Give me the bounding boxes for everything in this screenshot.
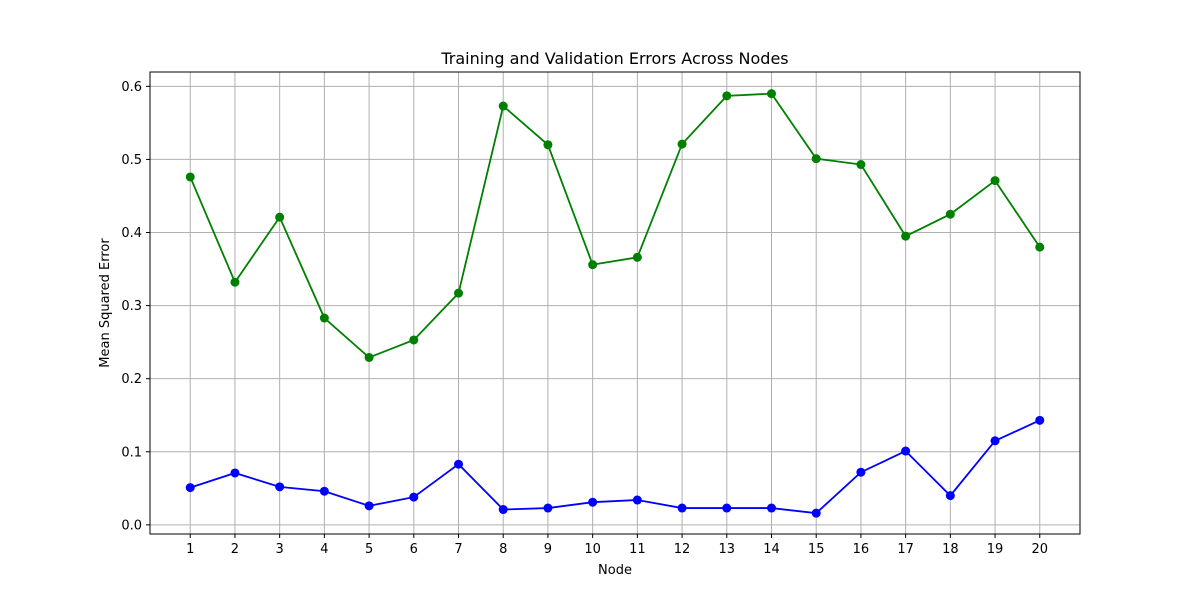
data-point (364, 501, 374, 511)
data-point (1035, 242, 1045, 252)
data-point (901, 231, 911, 241)
data-point (677, 139, 687, 149)
data-point (945, 209, 955, 219)
data-point (543, 503, 553, 513)
data-point (990, 176, 1000, 186)
x-tick-label: 17 (897, 542, 914, 557)
series-line (189, 92, 1041, 359)
series-0 (185, 89, 1045, 362)
x-tick-label: 16 (853, 542, 870, 557)
data-point (766, 503, 776, 513)
x-tick-label: 18 (942, 542, 959, 557)
x-tick-label: 7 (454, 542, 462, 557)
data-point (543, 140, 553, 150)
data-point (230, 277, 240, 287)
data-point (498, 101, 508, 111)
grid-lines (150, 72, 1080, 534)
data-point (454, 288, 464, 298)
data-point (722, 503, 732, 513)
x-tick-label: 3 (276, 542, 284, 557)
x-tick-label: 11 (629, 542, 646, 557)
x-tick-label: 20 (1031, 542, 1048, 557)
y-tick-label: 0.2 (121, 372, 142, 387)
y-axis-ticks: 0.0 0.1 0.2 0.3 0.4 0.5 0.6 (121, 80, 150, 533)
x-tick-label: 10 (584, 542, 601, 557)
x-tick-label: 14 (763, 542, 780, 557)
data-point (185, 172, 195, 182)
data-point (1035, 415, 1045, 425)
y-tick-label: 0.0 (121, 518, 142, 533)
data-point (632, 252, 642, 262)
x-tick-label: 19 (987, 542, 1004, 557)
y-tick-label: 0.4 (121, 226, 142, 241)
data-point (856, 467, 866, 477)
data-point (454, 459, 464, 469)
x-tick-label: 5 (365, 542, 373, 557)
series-1 (185, 415, 1045, 518)
data-point (319, 313, 329, 323)
data-point (811, 154, 821, 164)
x-axis-label: Node (598, 563, 632, 578)
x-tick-label: 2 (231, 542, 239, 557)
y-tick-label: 0.5 (121, 153, 142, 168)
data-point (722, 91, 732, 101)
data-point (990, 436, 1000, 446)
data-point (632, 495, 642, 505)
chart-title: Training and Validation Errors Across No… (440, 49, 788, 68)
data-point (945, 491, 955, 501)
data-point (275, 482, 285, 492)
y-tick-label: 0.6 (121, 80, 142, 95)
data-point (409, 335, 419, 345)
data-point (766, 89, 776, 99)
data-point (275, 212, 285, 222)
data-point (364, 352, 374, 362)
data-point (677, 503, 687, 513)
y-tick-label: 0.1 (121, 445, 142, 460)
data-point (588, 497, 598, 507)
data-point (856, 160, 866, 170)
x-tick-label: 4 (320, 542, 328, 557)
x-tick-label: 15 (808, 542, 825, 557)
data-point (498, 505, 508, 515)
data-point (409, 492, 419, 502)
data-point (901, 446, 911, 456)
series-line (189, 419, 1041, 515)
series-layer (185, 89, 1045, 518)
y-axis-label: Mean Squared Error (98, 238, 113, 368)
data-point (319, 486, 329, 496)
x-axis-ticks: 1 2 3 4 5 6 7 8 9 10 11 12 13 14 15 16 17 18 19 20 (186, 534, 1048, 557)
data-point (811, 508, 821, 518)
x-tick-label: 1 (186, 542, 194, 557)
data-point (185, 483, 195, 493)
plot-frame (149, 71, 1081, 535)
y-tick-label: 0.3 (121, 299, 142, 314)
data-point (588, 260, 598, 270)
x-tick-label: 12 (674, 542, 691, 557)
x-tick-label: 6 (410, 542, 418, 557)
x-tick-label: 13 (719, 542, 736, 557)
data-point (230, 468, 240, 478)
x-tick-label: 9 (544, 542, 552, 557)
x-tick-label: 8 (499, 542, 507, 557)
